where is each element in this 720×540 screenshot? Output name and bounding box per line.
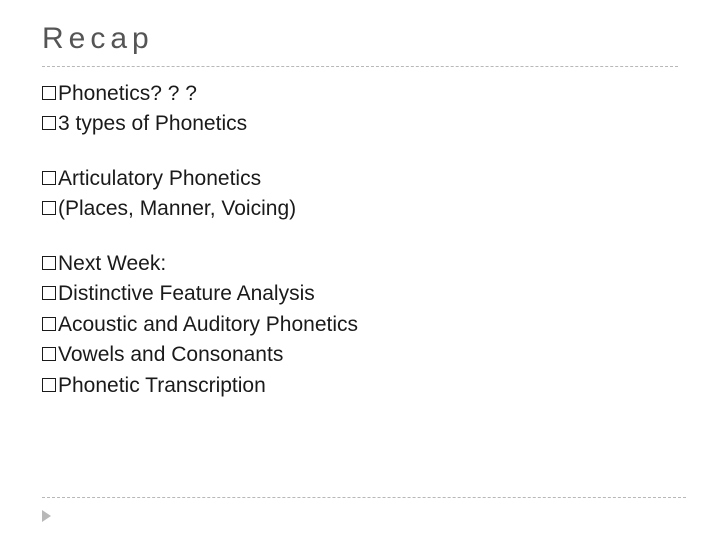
square-bullet-icon: [42, 116, 56, 130]
list-item: Phonetic Transcription: [42, 371, 678, 401]
list-item: Phonetics? ? ?: [42, 79, 678, 109]
list-item: Acoustic and Auditory Phonetics: [42, 310, 678, 340]
list-item: Articulatory Phonetics: [42, 164, 678, 194]
list-item: Distinctive Feature Analysis: [42, 279, 678, 309]
list-item-text: Next Week:: [58, 249, 166, 279]
square-bullet-icon: [42, 347, 56, 361]
square-bullet-icon: [42, 256, 56, 270]
play-triangle-icon: [42, 510, 51, 522]
list-item-text: Distinctive Feature Analysis: [58, 279, 315, 309]
list-item: 3 types of Phonetics: [42, 109, 678, 139]
bullet-group: Phonetics? ? ? 3 types of Phonetics: [42, 79, 678, 140]
square-bullet-icon: [42, 286, 56, 300]
list-item-text: Phonetics? ? ?: [58, 79, 197, 109]
slide-content: Phonetics? ? ? 3 types of Phonetics Arti…: [42, 67, 678, 401]
footer-divider: [42, 497, 686, 498]
list-item: (Places, Manner, Voicing): [42, 194, 678, 224]
list-item-text: Phonetic Transcription: [58, 371, 266, 401]
square-bullet-icon: [42, 86, 56, 100]
slide-title: Recap: [42, 22, 678, 66]
bullet-group: Next Week: Distinctive Feature Analysis …: [42, 249, 678, 401]
list-item-text: (Places, Manner, Voicing): [58, 194, 296, 224]
square-bullet-icon: [42, 201, 56, 215]
square-bullet-icon: [42, 317, 56, 331]
square-bullet-icon: [42, 171, 56, 185]
slide-container: Recap Phonetics? ? ? 3 types of Phonetic…: [0, 0, 720, 401]
list-item-text: Vowels and Consonants: [58, 340, 283, 370]
list-item: Vowels and Consonants: [42, 340, 678, 370]
list-item-text: 3 types of Phonetics: [58, 109, 247, 139]
square-bullet-icon: [42, 378, 56, 392]
list-item: Next Week:: [42, 249, 678, 279]
list-item-text: Acoustic and Auditory Phonetics: [58, 310, 358, 340]
list-item-text: Articulatory Phonetics: [58, 164, 261, 194]
bullet-group: Articulatory Phonetics (Places, Manner, …: [42, 164, 678, 225]
